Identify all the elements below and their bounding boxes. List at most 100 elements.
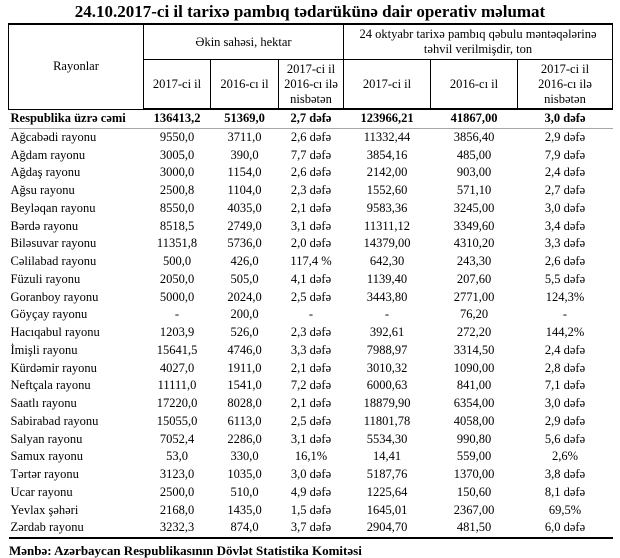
- value-cell: 2,1 dəfə: [290, 360, 332, 375]
- region-name-cell: Ağdam rayonu: [10, 147, 86, 162]
- region-name-cell: Ağsu rayonu: [10, 183, 75, 197]
- value-cell: 1435,0: [227, 502, 262, 517]
- table-row: Biləsuvar rayonu 11351,8 5736,0 2,0 dəfə 143…: [9, 235, 613, 253]
- sub-header-delivered-2017: 2017-ci il: [343, 59, 432, 110]
- table-row: Salyan rayonu 7052,4 2286,0 3,1 dəfə 5534,30…: [9, 431, 613, 449]
- value-cell: 8,1 dəfə: [544, 484, 586, 499]
- value-cell: 200,0: [230, 307, 259, 322]
- value-cell: 2,5 dəfə: [290, 413, 332, 428]
- sub-header-delivered-2016: 2016-cı il: [430, 59, 519, 110]
- cotton-statistics-table: Rayonlar Əkin sahəsi, hektar 24 oktyabr …: [8, 23, 614, 539]
- value-cell: 136413,2: [143, 109, 211, 129]
- group-header-delivered: 24 oktyabr tarixə pambıq qəbulu məntəqəl…: [343, 23, 614, 60]
- value-cell: 3,1 dəfə: [290, 218, 332, 233]
- value-cell: 2771,00: [453, 289, 495, 304]
- page-title: 24.10.2017-ci il tarixə pambıq tədarükün…: [74, 2, 546, 21]
- region-name-cell: Bərdə rayonu: [10, 218, 79, 233]
- region-name-cell: Hacıqabul rayonu: [10, 325, 100, 339]
- value-cell: 272,20: [456, 325, 492, 339]
- value-cell: 7052,4: [159, 431, 195, 446]
- value-cell: 3000,0: [159, 165, 195, 180]
- value-cell: 526,0: [230, 325, 259, 339]
- value-cell: 41867,00: [430, 109, 518, 129]
- table-row: Ağdaş rayonu 3000,0 1154,0 2,6 dəfə 2142,00 9…: [9, 164, 613, 182]
- region-name-cell: İmişli rayonu: [10, 342, 78, 357]
- value-cell: 2,4 dəfə: [544, 342, 586, 357]
- value-cell: 3123,0: [159, 467, 195, 481]
- value-cell: 3,8 dəfə: [544, 467, 586, 481]
- value-cell: 53,0: [166, 449, 188, 464]
- table-row: Hacıqabul rayonu 1203,9 526,0 2,3 dəfə 392,6…: [9, 324, 613, 342]
- region-name-cell: Göyçay rayonu: [10, 307, 88, 322]
- region-name-cell: Biləsuvar rayonu: [10, 236, 97, 251]
- value-cell: 500,0: [162, 254, 192, 268]
- value-cell: 11111,0: [157, 378, 197, 393]
- value-cell: 3005,0: [159, 147, 195, 162]
- table-row: Zərdab rayonu 3232,3 874,0 3,7 dəfə 2904,70 4…: [8, 519, 613, 539]
- value-cell: 76,20: [459, 307, 489, 322]
- value-cell: 15641,5: [156, 342, 198, 357]
- region-name-cell: Kürdəmir rayonu: [10, 360, 97, 375]
- value-cell: 7,9 dəfə: [544, 147, 586, 162]
- value-cell: 3232,3: [143, 519, 211, 539]
- value-cell: 3443,80: [366, 289, 408, 304]
- value-cell: 1552,60: [366, 183, 408, 197]
- value-cell: 1911,0: [227, 360, 262, 375]
- value-cell: 2500,8: [159, 183, 195, 197]
- value-cell: 874,0: [210, 519, 279, 539]
- value-cell: 392,61: [369, 325, 405, 339]
- value-cell: 3,3 dəfə: [544, 236, 586, 251]
- value-cell: -: [308, 307, 314, 322]
- value-cell: 3856,40: [453, 129, 495, 144]
- value-cell: 15055,0: [156, 413, 198, 428]
- value-cell: 117,4 %: [290, 254, 332, 268]
- value-cell: 330,0: [230, 449, 259, 464]
- value-cell: 5,5 dəfə: [544, 271, 586, 286]
- value-cell: 1203,9: [159, 325, 195, 339]
- value-cell: 903,00: [456, 165, 492, 180]
- region-name-cell: Respublika üzrə cəmi: [8, 109, 144, 129]
- value-cell: 1225,64: [366, 484, 408, 499]
- group-header-sown-area: Əkin sahəsi, hektar: [142, 23, 345, 60]
- column-header-rayonlar: Rayonlar: [8, 23, 144, 110]
- value-cell: 6354,00: [453, 396, 495, 410]
- value-cell: 4058,00: [453, 413, 495, 428]
- value-cell: 1645,01: [366, 502, 408, 517]
- value-cell: 3010,32: [366, 360, 408, 375]
- value-cell: 505,0: [230, 271, 259, 286]
- value-cell: -: [174, 307, 180, 322]
- value-cell: 7,7 dəfə: [290, 147, 332, 162]
- sub-header-area-ratio: 2017-ci il 2016-cı ilə nisbətən: [277, 59, 345, 110]
- value-cell: 4310,20: [453, 236, 495, 251]
- value-cell: 2,5 dəfə: [290, 289, 332, 304]
- value-cell: 9583,36: [366, 200, 408, 215]
- value-cell: 1104,0: [227, 183, 262, 197]
- value-cell: 1139,40: [366, 271, 408, 286]
- region-name-cell: Sabirabad rayonu: [10, 413, 99, 428]
- sub-header-area-2017: 2017-ci il: [143, 59, 211, 110]
- table-row: Beyləqan rayonu 8550,0 4035,0 2,1 dəfə 9583,…: [9, 200, 613, 218]
- value-cell: -: [384, 307, 390, 322]
- value-cell: 3349,60: [453, 218, 495, 233]
- value-cell: 3,0 dəfə: [544, 396, 586, 410]
- sub-header-delivered-ratio: 2017-ci il 2016-cı ilə nisbətən: [517, 59, 614, 110]
- value-cell: 2,9 dəfə: [544, 129, 586, 144]
- value-cell: 5736,0: [227, 236, 262, 251]
- source-note: Mənbə: Azərbaycan Respublikasının Dövlət…: [9, 543, 362, 558]
- value-cell: 2142,00: [366, 165, 408, 180]
- value-cell: 990,80: [456, 431, 492, 446]
- value-cell: 2286,0: [227, 431, 262, 446]
- value-cell: 3,1 dəfə: [290, 431, 332, 446]
- value-cell: 3,0 dəfə: [544, 200, 586, 215]
- region-name-cell: Cəlilabad rayonu: [10, 254, 97, 268]
- table-row: Bərdə rayonu 8518,5 2749,0 3,1 dəfə 11311,12…: [9, 218, 613, 236]
- region-name-cell: Samux rayonu: [10, 449, 84, 464]
- value-cell: 6113,0: [227, 413, 262, 428]
- value-cell: 2,3 dəfə: [290, 183, 332, 197]
- value-cell: 5,6 dəfə: [544, 431, 586, 446]
- region-name-cell: Zərdab rayonu: [8, 519, 144, 539]
- value-cell: 2,3 dəfə: [290, 325, 332, 339]
- table-row: Kürdəmir rayonu 4027,0 1911,0 2,1 dəfə 3010,…: [9, 360, 613, 378]
- region-name-cell: Yevlax şəhəri: [10, 502, 79, 517]
